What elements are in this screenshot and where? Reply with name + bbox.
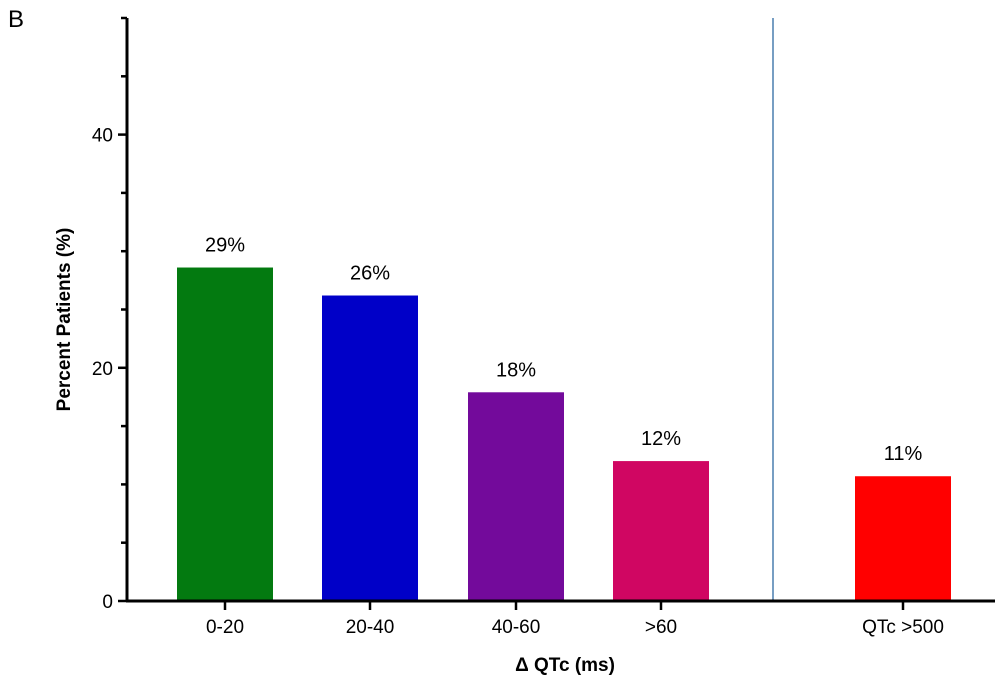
x-axis-title: Δ QTc (ms) [515, 655, 615, 676]
data-label: 11% [884, 443, 923, 465]
data-label: 12% [641, 428, 681, 450]
y-tick-label: 40 [92, 126, 113, 147]
y-tick-label: 20 [92, 359, 113, 380]
x-tick-label: 20-40 [346, 617, 395, 638]
data-label: 29% [205, 235, 245, 257]
y-tick-label: 0 [102, 592, 113, 613]
x-axis: 0-20 20-40 40-60 >60 QTc >500 [126, 599, 995, 638]
data-label: 18% [496, 359, 536, 381]
bar-20-40 [322, 295, 418, 601]
bar-40-60 [468, 392, 564, 601]
bar-QTc >500 [855, 476, 951, 601]
x-tick-label: 40-60 [492, 617, 541, 638]
panel-letter: B [8, 6, 25, 33]
x-tick-label: QTc >500 [862, 617, 944, 638]
bar-0-20 [177, 267, 273, 601]
data-label: 26% [350, 263, 390, 285]
data-labels-group: 29% 26% 18% 12% 11% [205, 235, 923, 466]
bar->60 [613, 461, 709, 601]
x-tick-label: >60 [645, 617, 677, 638]
y-axis: 0 20 40 [92, 16, 129, 613]
y-axis-title: Percent Patients (%) [54, 228, 75, 412]
x-tick-label: 0-20 [206, 617, 244, 638]
bars-group [177, 267, 951, 601]
